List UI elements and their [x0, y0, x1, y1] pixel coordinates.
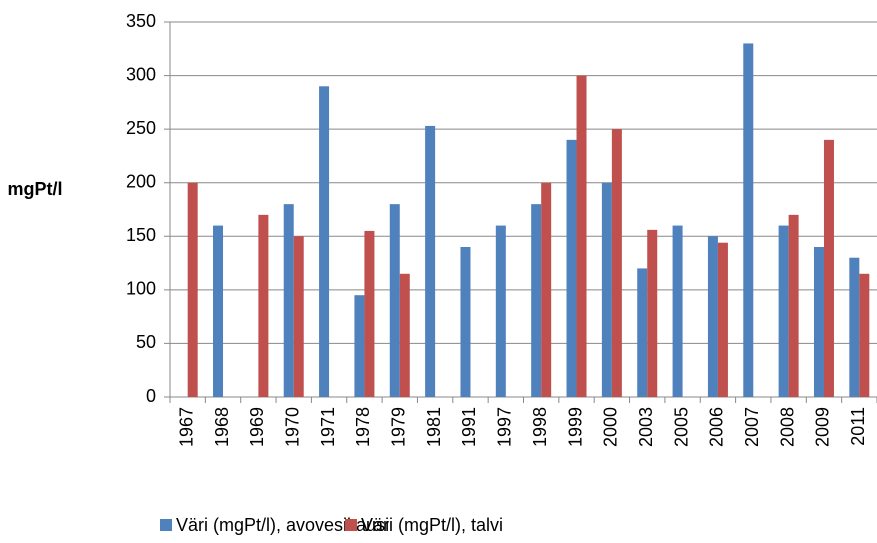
bar — [319, 86, 330, 398]
bar — [611, 129, 622, 397]
bar — [849, 257, 860, 397]
bar — [213, 225, 224, 397]
bar — [859, 273, 870, 397]
bar — [601, 182, 612, 397]
bar — [743, 43, 754, 398]
x-tick-label: 2008 — [777, 407, 797, 447]
y-tick-label: 100 — [126, 279, 156, 299]
x-tick-label: 1979 — [389, 407, 409, 447]
bar — [425, 125, 436, 397]
bar — [460, 247, 471, 397]
bar — [707, 236, 718, 397]
legend-label: Väri (mgPt/l), avovesikausi — [176, 515, 389, 535]
x-tick-label: 1978 — [353, 407, 373, 447]
x-tick-label: 2007 — [742, 407, 762, 447]
bar — [389, 204, 400, 397]
x-tick-label: 1971 — [318, 407, 338, 447]
x-tick-label: 1970 — [282, 407, 302, 447]
x-tick-label: 1998 — [530, 407, 550, 447]
y-tick-label: 0 — [146, 386, 156, 406]
bar — [576, 75, 587, 398]
bar — [258, 214, 269, 397]
x-tick-label: 1999 — [565, 407, 585, 447]
bar — [637, 268, 648, 397]
x-tick-label: 2009 — [813, 407, 833, 447]
bar — [672, 225, 683, 397]
bar — [541, 182, 552, 397]
bar — [399, 273, 410, 397]
y-tick-label: 200 — [126, 171, 156, 191]
bar — [788, 214, 799, 397]
y-axis-label: mgPt/l — [7, 179, 62, 199]
bar — [495, 225, 506, 397]
bar — [778, 225, 789, 397]
y-tick-label: 50 — [136, 332, 156, 352]
bar — [364, 230, 375, 397]
y-tick-label: 300 — [126, 64, 156, 84]
x-tick-label: 1997 — [495, 407, 515, 447]
legend-swatch — [345, 519, 357, 531]
bar — [293, 236, 304, 397]
y-tick-label: 250 — [126, 118, 156, 138]
x-tick-label: 2011 — [848, 407, 868, 446]
y-tick-label: 150 — [126, 225, 156, 245]
bar — [531, 204, 542, 397]
x-tick-label: 2006 — [707, 407, 727, 447]
x-tick-label: 2000 — [601, 407, 621, 447]
legend-swatch — [160, 519, 172, 531]
bar — [647, 229, 658, 397]
bar — [283, 204, 294, 397]
bar — [187, 182, 198, 397]
bar — [717, 242, 728, 397]
x-tick-label: 1969 — [247, 407, 267, 447]
bar — [813, 247, 824, 397]
x-tick-label: 1967 — [176, 407, 196, 447]
x-tick-label: 2005 — [671, 407, 691, 447]
legend-label: Väri (mgPt/l), talvi — [361, 515, 503, 535]
x-tick-label: 1991 — [459, 407, 479, 447]
bar — [823, 139, 834, 397]
bar — [566, 139, 577, 397]
x-tick-label: 1968 — [212, 407, 232, 447]
bar — [354, 295, 365, 397]
x-tick-label: 1981 — [424, 407, 444, 447]
x-tick-label: 2003 — [636, 407, 656, 447]
y-tick-label: 350 — [126, 11, 156, 31]
